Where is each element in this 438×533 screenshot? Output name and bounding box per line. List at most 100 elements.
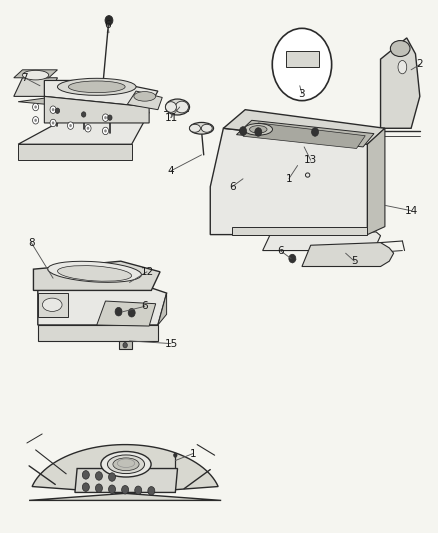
Circle shape xyxy=(81,112,86,117)
Polygon shape xyxy=(38,293,68,317)
Polygon shape xyxy=(237,120,374,147)
Polygon shape xyxy=(44,80,158,107)
Text: 3: 3 xyxy=(299,88,305,99)
Polygon shape xyxy=(381,38,420,128)
Text: 15: 15 xyxy=(164,338,177,349)
Circle shape xyxy=(148,487,155,495)
Ellipse shape xyxy=(166,102,177,112)
Circle shape xyxy=(82,483,89,491)
Circle shape xyxy=(135,486,142,495)
Polygon shape xyxy=(302,243,394,266)
Circle shape xyxy=(55,108,60,114)
Polygon shape xyxy=(97,301,155,326)
Circle shape xyxy=(104,130,107,133)
Circle shape xyxy=(67,122,74,130)
Polygon shape xyxy=(263,232,381,251)
Circle shape xyxy=(255,128,262,136)
Polygon shape xyxy=(18,144,132,160)
Circle shape xyxy=(173,453,177,457)
Text: 1: 1 xyxy=(190,449,196,458)
Polygon shape xyxy=(127,91,162,110)
Circle shape xyxy=(122,486,129,494)
Circle shape xyxy=(69,124,72,127)
Circle shape xyxy=(34,106,37,109)
Polygon shape xyxy=(223,110,385,144)
Polygon shape xyxy=(38,325,158,341)
Ellipse shape xyxy=(68,81,125,93)
Text: 13: 13 xyxy=(304,155,317,165)
Ellipse shape xyxy=(250,126,267,133)
Text: 5: 5 xyxy=(351,256,358,266)
Text: 6: 6 xyxy=(104,20,111,30)
Circle shape xyxy=(128,309,135,317)
Ellipse shape xyxy=(113,458,139,471)
Circle shape xyxy=(32,103,39,111)
Polygon shape xyxy=(44,96,149,123)
Ellipse shape xyxy=(190,123,214,134)
Text: 7: 7 xyxy=(21,73,28,83)
Text: 1: 1 xyxy=(286,174,292,184)
Polygon shape xyxy=(14,78,57,96)
Circle shape xyxy=(108,115,112,120)
Circle shape xyxy=(109,485,116,494)
Circle shape xyxy=(95,472,102,480)
Circle shape xyxy=(34,119,37,122)
Polygon shape xyxy=(119,341,132,349)
Circle shape xyxy=(115,308,122,316)
Polygon shape xyxy=(29,445,221,500)
Ellipse shape xyxy=(57,78,136,95)
Circle shape xyxy=(52,122,54,125)
Text: 2: 2 xyxy=(417,60,423,69)
Polygon shape xyxy=(18,91,149,112)
Polygon shape xyxy=(243,123,365,149)
Ellipse shape xyxy=(42,298,62,311)
Ellipse shape xyxy=(201,124,212,132)
Circle shape xyxy=(289,254,296,263)
Polygon shape xyxy=(210,128,367,235)
Polygon shape xyxy=(18,102,149,144)
Polygon shape xyxy=(286,51,319,67)
Circle shape xyxy=(87,127,89,130)
Ellipse shape xyxy=(175,101,188,113)
Ellipse shape xyxy=(190,124,201,132)
Circle shape xyxy=(105,15,113,25)
Ellipse shape xyxy=(244,124,272,135)
Text: 6: 6 xyxy=(277,246,283,255)
Ellipse shape xyxy=(398,61,407,74)
Polygon shape xyxy=(367,128,385,235)
Text: 14: 14 xyxy=(404,206,418,216)
Circle shape xyxy=(32,117,39,124)
Circle shape xyxy=(240,127,247,135)
Text: 6: 6 xyxy=(141,301,148,311)
Ellipse shape xyxy=(134,92,155,101)
Ellipse shape xyxy=(22,70,49,80)
Polygon shape xyxy=(232,227,367,235)
Ellipse shape xyxy=(101,451,151,477)
Circle shape xyxy=(109,473,116,481)
Circle shape xyxy=(50,106,56,114)
Circle shape xyxy=(85,125,91,132)
Circle shape xyxy=(52,108,54,111)
Ellipse shape xyxy=(48,261,141,282)
Text: 6: 6 xyxy=(229,182,235,192)
Circle shape xyxy=(82,471,89,479)
Circle shape xyxy=(102,114,109,122)
Ellipse shape xyxy=(107,455,145,473)
Text: 11: 11 xyxy=(164,112,177,123)
Circle shape xyxy=(311,128,318,136)
Polygon shape xyxy=(38,280,166,325)
Circle shape xyxy=(102,127,109,135)
Circle shape xyxy=(50,119,56,127)
Ellipse shape xyxy=(57,265,132,281)
Polygon shape xyxy=(75,469,177,492)
Circle shape xyxy=(272,28,332,101)
Ellipse shape xyxy=(166,99,190,115)
Circle shape xyxy=(104,116,107,119)
Polygon shape xyxy=(14,70,57,78)
Polygon shape xyxy=(158,293,166,325)
Polygon shape xyxy=(33,261,160,290)
Circle shape xyxy=(123,343,127,348)
Circle shape xyxy=(95,484,102,492)
Ellipse shape xyxy=(390,41,410,56)
Text: 12: 12 xyxy=(140,267,154,277)
